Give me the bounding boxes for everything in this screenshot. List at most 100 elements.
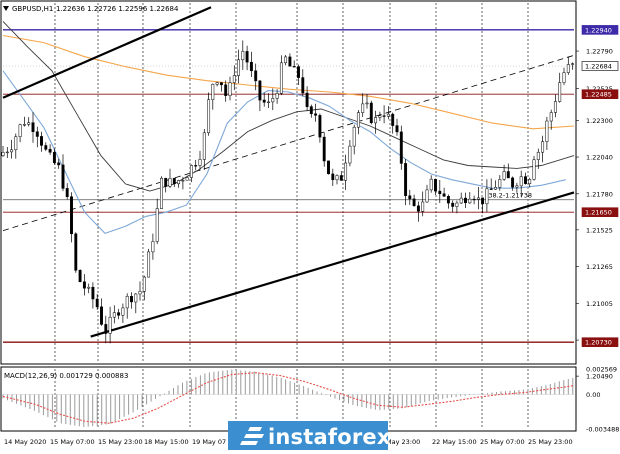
candle-body (160, 177, 163, 209)
candle-body (562, 72, 566, 83)
candle-body (130, 296, 133, 303)
time-tick-label: 25 May 07:00 (480, 438, 525, 446)
candle-body (224, 84, 228, 96)
candle-body (481, 197, 485, 205)
candle-body (237, 59, 240, 76)
candle-body (40, 136, 43, 146)
candle-body (147, 251, 151, 278)
price-level-label-bottom: 1.20730 (585, 339, 612, 347)
candle-body (189, 165, 193, 178)
indicator-lines (2, 6, 575, 338)
candle-body (464, 197, 467, 204)
candle-body (438, 190, 442, 195)
candle-body (425, 189, 429, 203)
candle-body (104, 324, 108, 334)
time-tick-label: 18 May 15:00 (144, 438, 189, 446)
candle-body (524, 176, 527, 184)
candle-body (138, 291, 142, 295)
candle-body (155, 208, 159, 242)
candle-body (558, 82, 562, 102)
candle-body (292, 66, 296, 68)
candle-body (416, 205, 420, 212)
candle-body (553, 101, 557, 113)
candle-body (506, 171, 510, 179)
candle-body (177, 180, 181, 185)
macd-tick-label: -0.003488 (586, 426, 619, 434)
candle-body (5, 151, 9, 154)
candle-body (356, 112, 360, 128)
candle-body (10, 149, 14, 153)
candle-body (421, 201, 425, 212)
time-tick-label: 25 May 23:00 (528, 438, 573, 446)
candle-body (185, 177, 189, 181)
price-level-label-mid: 1.22485 (585, 91, 612, 99)
candle-body (117, 312, 121, 316)
macd-label: MACD(12,26,9) 0.001729 0.000883 (4, 372, 128, 380)
candle-body (74, 233, 78, 271)
candle-body (31, 122, 35, 132)
candle-body (536, 151, 540, 160)
candle-body (305, 92, 309, 107)
macd-signal-line (2, 372, 575, 424)
candle-body (241, 51, 245, 61)
candle-body (142, 276, 146, 292)
candle-body (134, 293, 138, 303)
candle-body (181, 180, 185, 182)
candle-body (541, 141, 545, 153)
candle-body (100, 306, 103, 325)
price-tick-label: 1.21265 (586, 263, 613, 271)
candle-body (571, 63, 575, 65)
candle-body (202, 132, 206, 160)
candle-body (318, 115, 322, 138)
candle-body (207, 99, 211, 134)
candle-body (121, 307, 125, 316)
candle-body (95, 298, 99, 308)
candle-body (468, 198, 472, 204)
candle-body (519, 176, 523, 187)
candle-body (211, 84, 215, 100)
channel-line-upper (2, 6, 212, 99)
candle-body (245, 51, 249, 63)
watermark: instaforex (228, 421, 391, 450)
candle-body (219, 82, 223, 86)
candle-body (14, 136, 18, 151)
candles (1, 40, 575, 344)
candle-body (344, 162, 348, 181)
candle-body (511, 177, 515, 188)
candle-body (374, 117, 378, 124)
candle-body (485, 188, 489, 205)
candle-body (395, 125, 399, 133)
price-tick-label: 1.22300 (586, 117, 613, 125)
candle-body (314, 113, 318, 116)
candle-body (271, 98, 275, 103)
candle-body (399, 131, 403, 164)
candle-body (194, 165, 198, 167)
candle-body (382, 115, 386, 117)
time-tick-label: 14 May 2020 (4, 438, 46, 446)
watermark-text: instaforex (268, 425, 391, 449)
collapse-arrow-icon[interactable] (3, 6, 9, 11)
candle-body (65, 188, 69, 197)
candle-body (91, 286, 95, 300)
candle-body (434, 178, 437, 192)
price-level-box-current (581, 61, 619, 71)
candle-body (412, 198, 416, 207)
candle-body (48, 148, 52, 153)
candle-body (44, 145, 48, 150)
time-tick-label: 19 May 07 (192, 438, 226, 446)
price-level-label-low: 1.21650 (585, 209, 612, 217)
price-level-box-bottom (581, 337, 619, 348)
price-tick-label: 1.22040 (586, 154, 613, 162)
candle-body (35, 131, 39, 137)
candle-body (309, 106, 313, 115)
candle-body (459, 197, 463, 204)
macd-indicator (2, 369, 575, 427)
candle-body (566, 64, 570, 73)
candle-body (258, 80, 262, 101)
candle-body (455, 202, 459, 207)
candle-body (348, 145, 352, 164)
candle-body (528, 179, 532, 184)
candle-body (297, 66, 300, 78)
